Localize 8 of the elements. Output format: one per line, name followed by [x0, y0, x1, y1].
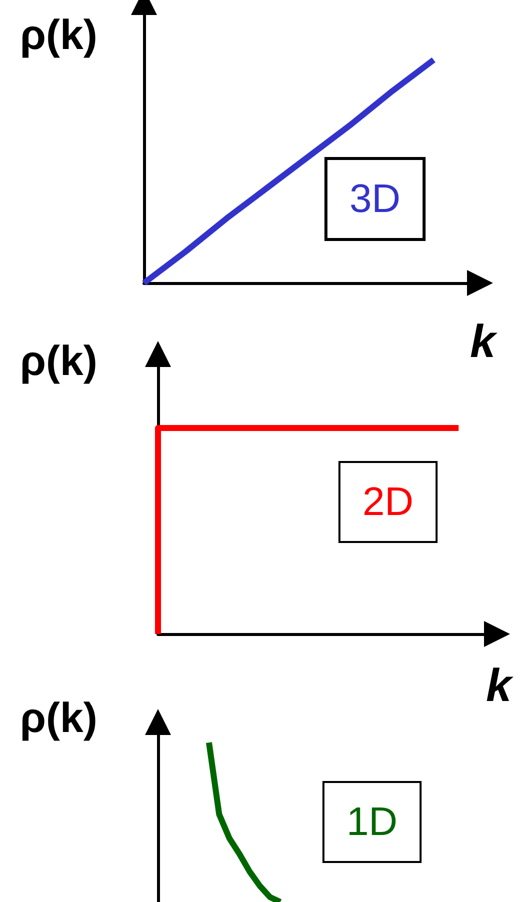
annotation: 1D [346, 800, 398, 844]
annotation: 3D [349, 177, 401, 221]
y-axis-title: ρ(k) [20, 694, 98, 741]
y-axis-title: ρ(k) [20, 337, 98, 384]
x-axis-title: k [470, 315, 496, 367]
annotation: 2D [362, 480, 414, 524]
x-axis-title: k [486, 659, 512, 711]
y-axis-title: ρ(k) [20, 11, 98, 58]
